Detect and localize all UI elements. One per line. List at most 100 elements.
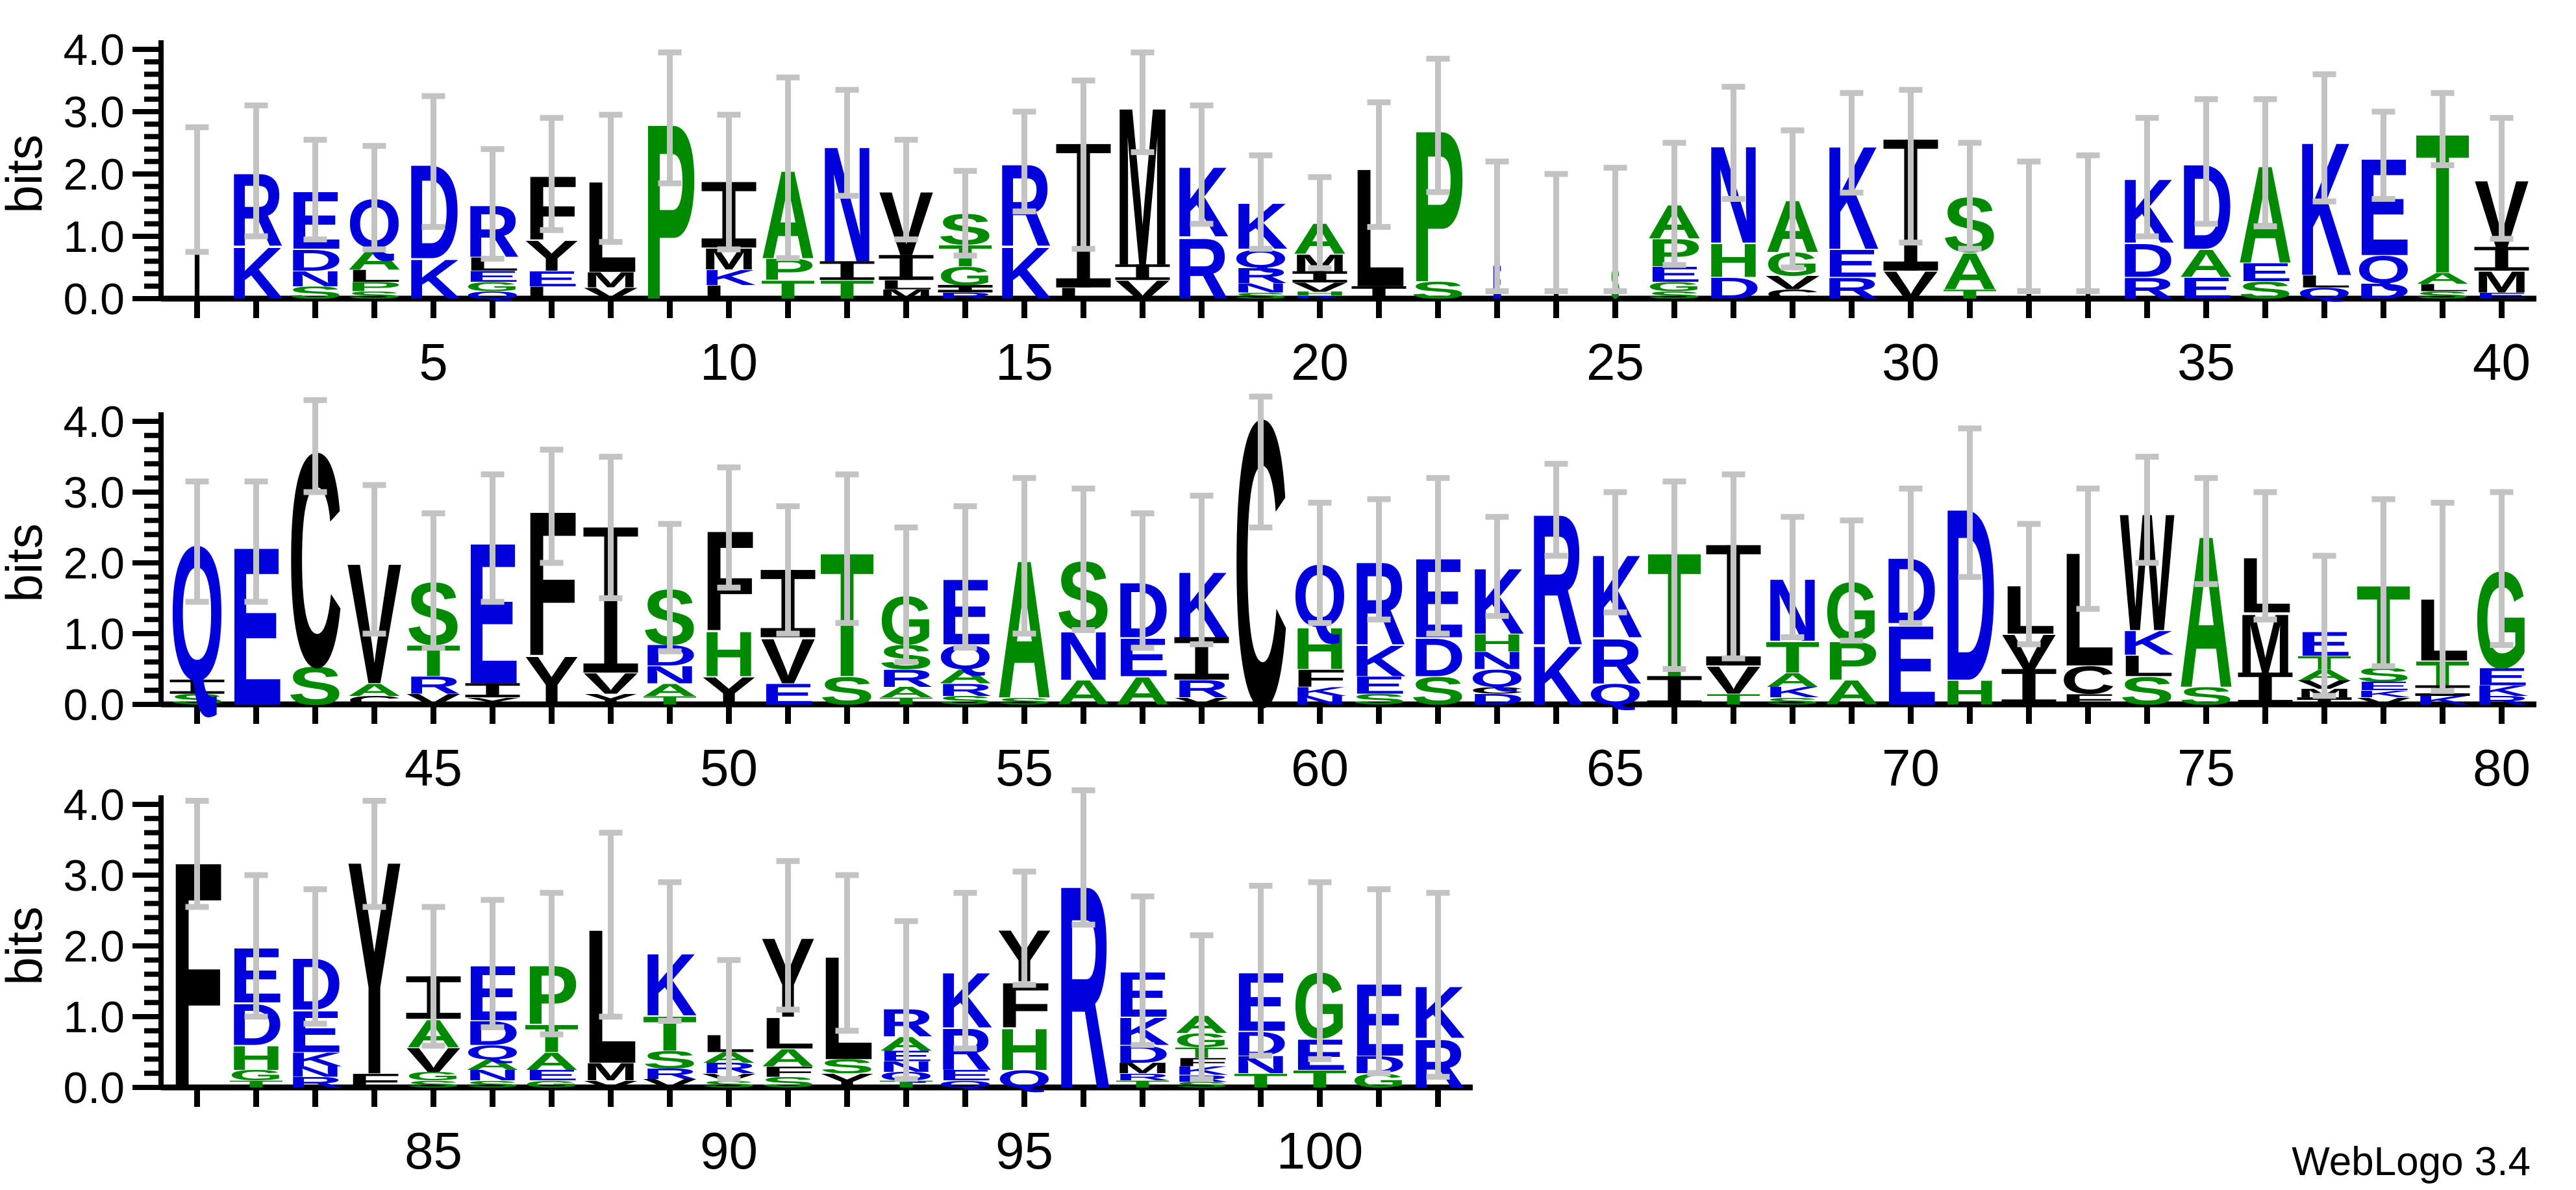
logo-letter-P: P — [347, 280, 402, 294]
x-tick-label: 15 — [995, 333, 1053, 391]
error-bar — [1721, 84, 1745, 202]
error-bar — [1190, 492, 1214, 647]
error-bar — [953, 167, 977, 259]
logo-letter-H: H — [997, 1017, 1052, 1083]
logo-letter-L: L — [879, 278, 934, 292]
logo-letter-T: T — [1234, 1070, 1288, 1092]
logo-letter-E: E — [2179, 271, 2234, 306]
logo-letter-S: S — [347, 290, 402, 301]
logo-stack-64: KR — [1529, 460, 1584, 724]
x-tick-label: 85 — [405, 1122, 462, 1180]
error-bar — [1781, 127, 1805, 271]
logo-letter-A: A — [761, 1045, 816, 1072]
error-bar — [717, 464, 741, 591]
error-bar — [2076, 486, 2100, 612]
error-bar — [776, 858, 800, 1013]
error-bar — [599, 830, 623, 1020]
logo-stack-37: QLK — [2297, 71, 2352, 318]
logo-letter-N: N — [466, 1067, 520, 1084]
y-tick-label: 3.0 — [63, 88, 125, 137]
logo-letter-R: R — [1588, 626, 1643, 697]
logo-stack-9: P — [643, 49, 697, 352]
logo-letter-S: S — [288, 283, 343, 303]
logo-stack-71: HD — [1943, 425, 1997, 732]
logo-letter-V: V — [761, 626, 816, 697]
error-bar — [2135, 454, 2159, 566]
logo-letter-S: S — [170, 691, 225, 708]
error-bar — [1012, 869, 1036, 988]
logo-stack-96: R — [1057, 787, 1111, 1149]
error-bar — [1840, 517, 1864, 644]
error-bar — [2312, 71, 2336, 205]
logo-stack-11: TPA — [761, 74, 816, 318]
logo-letter-R: R — [288, 1074, 343, 1091]
logo-stack-84: FY — [347, 798, 402, 1138]
logo-stack-2: KR — [229, 102, 284, 318]
error-bar — [185, 478, 209, 605]
error-bar — [1012, 108, 1036, 215]
error-bar — [1071, 486, 1095, 634]
logo-letter-S: S — [820, 669, 875, 713]
logo-letter-A: A — [1825, 673, 1879, 712]
logo-letter-K: K — [1766, 684, 1820, 700]
logo-letter-S: S — [1352, 691, 1407, 708]
logo-letter-I — [2238, 672, 2293, 704]
logo-letter-Q: Q — [2357, 248, 2411, 291]
logo-letter-L: L — [525, 283, 579, 303]
logo-letter-G: G — [525, 1078, 579, 1089]
logo-stack-53: TARSG — [879, 525, 934, 724]
logo-letter-L: L — [761, 1010, 816, 1059]
logo-letter-F: F — [347, 1070, 402, 1092]
error-bar — [835, 471, 859, 626]
logo-letter-Q: Q — [1588, 678, 1643, 711]
logo-stack-85: 85SGVA — [405, 904, 462, 1180]
logo-letter-L: L — [347, 266, 402, 286]
y-tick-label: 4.0 — [63, 25, 125, 75]
error-bar — [1249, 882, 1273, 1059]
logo-letter-K: K — [1529, 630, 1584, 723]
logo-letter-F: F — [1293, 665, 1347, 692]
y-axis-title: bits — [0, 523, 53, 602]
x-tick-label: 100 — [1277, 1122, 1363, 1180]
logo-letter-R: R — [938, 291, 993, 301]
x-tick-label: 50 — [700, 739, 758, 797]
error-bar — [1308, 174, 1332, 271]
error-bar — [303, 886, 327, 1027]
logo-letter-N: N — [288, 267, 343, 291]
logo-stack-88: VML — [584, 830, 638, 1107]
logo-letter-D: D — [1470, 691, 1525, 708]
logo-stack-94: QERK — [938, 889, 993, 1107]
logo-stack-8: VML — [584, 112, 638, 318]
logo-letter-V: V — [584, 667, 638, 700]
error-bar — [1958, 140, 1982, 252]
logo-letter-I — [879, 254, 934, 280]
error-bar — [540, 115, 564, 233]
x-tick-label: 90 — [700, 1122, 758, 1180]
logo-letter-I — [2474, 247, 2529, 271]
logo-letter-N: N — [1470, 647, 1525, 675]
logo-letter-S: S — [761, 1074, 816, 1091]
error-bar — [1899, 486, 1923, 626]
logo-letter-R: R — [1175, 220, 1229, 317]
error-bar — [1308, 499, 1332, 626]
y-tick-label: 1.0 — [63, 212, 125, 262]
error-bar — [1367, 886, 1391, 1076]
logo-stack-24: I — [1544, 171, 1568, 318]
error-bar — [1131, 510, 1155, 651]
logo-stack-76: ML — [2238, 489, 2293, 724]
logo-letter-S: S — [406, 1078, 461, 1089]
y-tick-label: 2.0 — [63, 922, 125, 971]
error-bar — [776, 74, 800, 262]
logo-letter-R: R — [2475, 694, 2529, 707]
error-bar — [2312, 552, 2336, 699]
logo-letter-Q: Q — [2297, 285, 2352, 303]
